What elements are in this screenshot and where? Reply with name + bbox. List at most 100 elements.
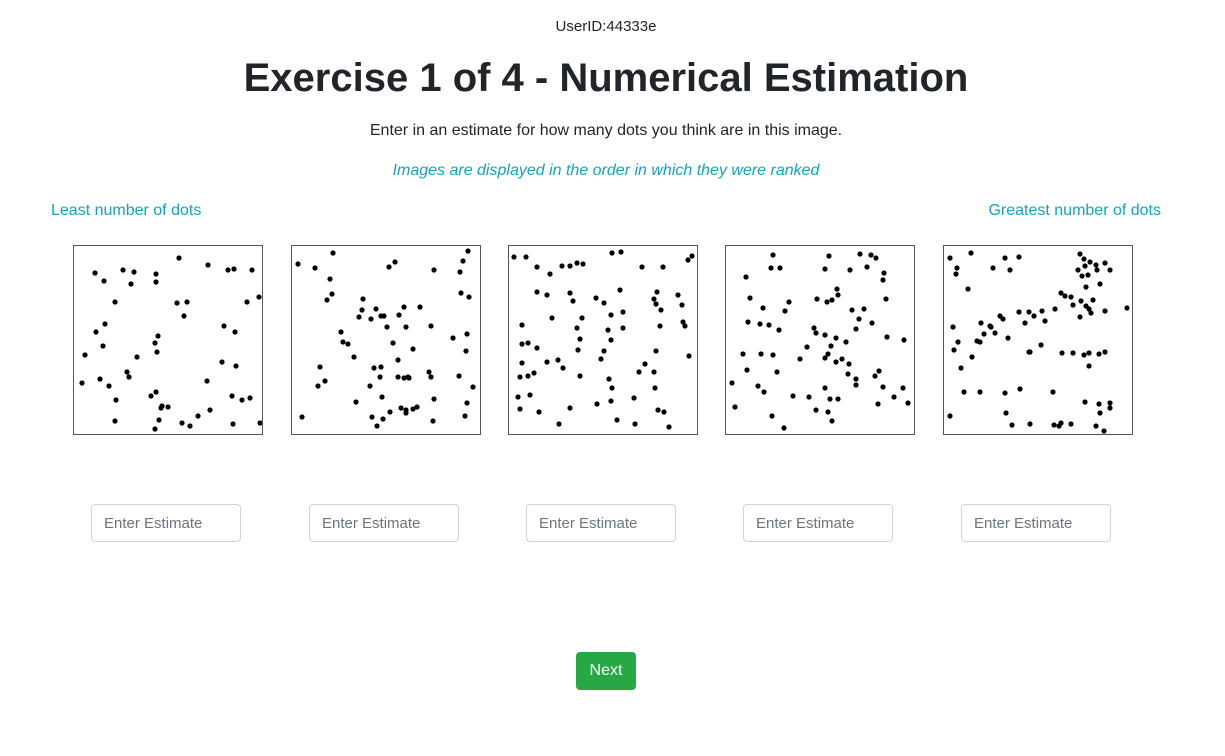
estimate-input-2[interactable] <box>309 504 459 542</box>
dot <box>179 420 185 426</box>
dot <box>653 301 659 307</box>
dot <box>760 305 766 311</box>
dot <box>112 299 118 305</box>
dot <box>403 324 409 330</box>
dot <box>766 322 772 328</box>
dot <box>768 265 774 271</box>
dot <box>128 281 134 287</box>
dot <box>655 407 661 413</box>
dot <box>880 277 886 283</box>
dot <box>575 347 581 353</box>
dot <box>560 365 566 371</box>
dot <box>1077 314 1083 320</box>
dot <box>106 383 112 389</box>
dot <box>1068 421 1074 427</box>
dot <box>620 325 626 331</box>
dot-image-2 <box>291 245 481 435</box>
dot <box>846 361 852 367</box>
dot <box>1093 423 1099 429</box>
dot <box>101 278 107 284</box>
dot <box>559 263 565 269</box>
dot <box>601 348 607 354</box>
dot <box>965 286 971 292</box>
dot <box>176 255 182 261</box>
dot <box>577 336 583 342</box>
dot <box>401 304 407 310</box>
dot <box>153 279 159 285</box>
estimate-input-1[interactable] <box>91 504 241 542</box>
dot <box>158 405 164 411</box>
dot <box>822 266 828 272</box>
dot <box>463 348 469 354</box>
dot <box>987 323 993 329</box>
dot <box>373 306 379 312</box>
dot <box>1088 310 1094 316</box>
dot <box>758 351 764 357</box>
dot <box>745 319 751 325</box>
dot <box>340 339 346 345</box>
dot <box>608 312 614 318</box>
dot <box>977 389 983 395</box>
dot <box>327 276 333 282</box>
dot <box>574 325 580 331</box>
dot <box>549 315 555 321</box>
dot <box>657 323 663 329</box>
dot <box>950 324 956 330</box>
dot <box>371 365 377 371</box>
dot <box>374 423 380 429</box>
dot <box>1022 320 1028 326</box>
dot <box>747 295 753 301</box>
dot <box>247 395 253 401</box>
dot <box>345 341 351 347</box>
dot <box>620 309 626 315</box>
dot <box>567 405 573 411</box>
dot <box>614 417 620 423</box>
dot <box>813 407 819 413</box>
dot <box>225 267 231 273</box>
dot <box>544 359 550 365</box>
dot <box>515 394 521 400</box>
dot <box>574 260 580 266</box>
dot <box>1085 272 1091 278</box>
estimate-input-4[interactable] <box>743 504 893 542</box>
dot <box>207 407 213 413</box>
dot <box>685 257 691 263</box>
dot <box>978 320 984 326</box>
next-button[interactable]: Next <box>576 652 636 690</box>
dot <box>244 299 250 305</box>
dot <box>534 345 540 351</box>
dot <box>968 250 974 256</box>
dot <box>658 307 664 313</box>
dot <box>519 322 525 328</box>
dot <box>598 356 604 362</box>
dot-field-1 <box>79 255 262 432</box>
dot <box>221 323 227 329</box>
dot <box>299 414 305 420</box>
dot <box>120 267 126 273</box>
dot-image-3 <box>508 245 698 435</box>
dot <box>729 380 735 386</box>
dot <box>1097 410 1103 416</box>
dot <box>905 400 911 406</box>
dot <box>1062 293 1068 299</box>
dot-image-1 <box>73 245 263 435</box>
dot <box>958 365 964 371</box>
dot <box>124 369 130 375</box>
page-title: Exercise 1 of 4 - Numerical Estimation <box>243 56 969 100</box>
dot <box>653 348 659 354</box>
dot <box>829 297 835 303</box>
dot <box>1058 420 1064 426</box>
dot <box>853 376 859 382</box>
dot <box>814 296 820 302</box>
dot <box>1003 410 1009 416</box>
dot <box>184 299 190 305</box>
dot <box>605 327 611 333</box>
dot <box>955 339 961 345</box>
dot <box>458 290 464 296</box>
dot <box>317 364 323 370</box>
estimate-input-5[interactable] <box>961 504 1111 542</box>
dot <box>428 323 434 329</box>
estimate-input-3[interactable] <box>526 504 676 542</box>
dot <box>682 323 688 329</box>
dot <box>1082 399 1088 405</box>
